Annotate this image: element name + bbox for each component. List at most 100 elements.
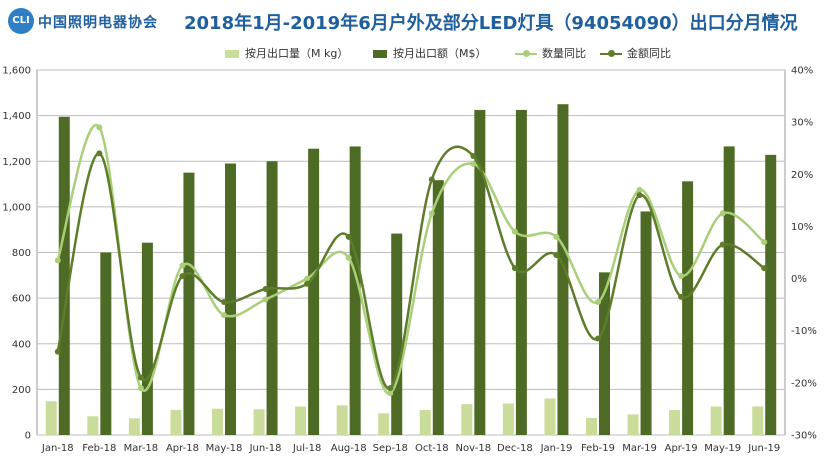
y-right-tick-label: 20% [791, 170, 813, 181]
x-tick-label: Feb-18 [82, 443, 116, 454]
x-tick-label: Dec-18 [497, 443, 533, 454]
legend-swatch-export-volume [225, 50, 239, 58]
bar-export-value [682, 181, 694, 435]
y-left-tick-label: 800 [12, 248, 31, 259]
legend-label-export-volume: 按月出口量（M kg） [245, 47, 349, 60]
point-volume-yoy [221, 312, 227, 319]
bar-export-volume [378, 413, 390, 435]
bar-export-value [183, 172, 195, 435]
bar-export-value [266, 161, 278, 435]
point-value-yoy [470, 153, 477, 160]
y-right-tick-label: -30% [791, 431, 817, 442]
point-value-yoy [387, 385, 394, 392]
point-value-yoy [54, 348, 61, 355]
point-volume-yoy [761, 239, 768, 246]
legend-marker-value-yoy [608, 50, 615, 57]
chart-axes: 0 200 400 600 800 1,000 1,200 1,400 1,600 -30% -20… [2, 66, 816, 455]
bar-export-value [640, 211, 652, 435]
legend-marker-volume-yoy [523, 50, 530, 57]
legend-swatch-export-value [373, 50, 387, 58]
bar-export-value [141, 242, 153, 435]
chart-lines [54, 123, 768, 397]
x-tick-label: Oct-18 [415, 443, 449, 454]
legend-item-volume-yoy: 数量同比 [515, 47, 605, 61]
line-value-yoy [56, 145, 765, 390]
logo-mark: CLI [8, 8, 34, 34]
x-tick-label: Jan-18 [41, 443, 74, 454]
y-right-tick-label: 30% [791, 118, 813, 129]
y-left-tick-label: 1,600 [2, 66, 31, 77]
point-volume-yoy [54, 257, 61, 264]
point-volume-yoy [470, 160, 477, 167]
x-tick-label: Apr-19 [665, 443, 698, 454]
bar-export-value [308, 148, 320, 435]
point-volume-yoy [595, 299, 601, 306]
bar-export-volume [45, 401, 57, 435]
point-volume-yoy [678, 272, 685, 279]
bar-export-value [349, 146, 361, 435]
x-tick-label: Sep-18 [373, 443, 408, 454]
bar-export-volume [752, 406, 764, 435]
point-value-yoy [179, 272, 186, 279]
bar-export-value [723, 146, 735, 435]
point-value-yoy [553, 252, 560, 259]
x-tick-label: Mar-18 [124, 443, 159, 454]
point-value-yoy [719, 241, 726, 248]
bar-export-value [765, 154, 777, 436]
point-volume-yoy [262, 296, 269, 303]
bar-export-value [100, 252, 112, 435]
bar-export-volume [586, 417, 597, 435]
y-left-tick-label: 0 [25, 431, 31, 442]
x-tick-label: Jan-19 [540, 443, 573, 454]
legend-label-export-value: 按月出口额（M$） [393, 47, 487, 60]
bar-export-value [599, 272, 610, 435]
bar-export-volume [544, 398, 556, 435]
bar-export-value [58, 116, 70, 435]
point-value-yoy [221, 299, 227, 306]
bar-export-volume [87, 416, 99, 435]
y-right-tick-label: -20% [791, 378, 817, 389]
legend-label-value-yoy: 金额同比 [627, 47, 671, 60]
point-value-yoy [761, 265, 768, 272]
bar-export-volume [627, 414, 639, 435]
y-left-tick-label: 1,000 [2, 202, 31, 213]
chart-bars [45, 104, 777, 436]
x-tick-label: Mar-19 [622, 443, 657, 454]
chart-title: 2018年1月-2019年6月户外及部分LED灯具（94054090）出口分月情… [184, 13, 798, 34]
x-tick-label: Apr-18 [166, 443, 199, 454]
point-value-yoy [304, 280, 311, 287]
y-right-tick-label: 10% [791, 222, 813, 233]
x-tick-label: Feb-19 [581, 443, 615, 454]
point-volume-yoy [96, 124, 103, 131]
point-volume-yoy [428, 210, 435, 217]
point-value-yoy [428, 176, 435, 183]
x-tick-label: Jun-19 [747, 443, 780, 454]
association-logo: CLI 中国照明电器协会 [8, 6, 178, 38]
point-volume-yoy [137, 385, 144, 392]
bar-export-volume [336, 405, 348, 435]
point-value-yoy [678, 293, 685, 300]
point-volume-yoy [304, 275, 311, 282]
line-volume-yoy [56, 123, 766, 395]
y-right-tick-label: -10% [791, 326, 817, 337]
point-volume-yoy [387, 390, 394, 397]
chart-header: CLI 中国照明电器协会 2018年1月-2019年6月户外及部分LED灯具（9… [0, 0, 828, 44]
y-right-tick-label: 40% [791, 66, 813, 77]
legend-item-export-value: 按月出口额（M$） [373, 47, 523, 61]
y-left-tick-label: 200 [12, 385, 31, 396]
point-volume-yoy [511, 228, 518, 235]
point-volume-yoy [636, 186, 643, 193]
bar-export-volume [710, 406, 722, 435]
bar-export-volume [502, 403, 514, 435]
bar-export-volume [419, 409, 431, 435]
legend-item-export-volume: 按月出口量（M kg） [225, 47, 375, 61]
y-right-tick-label: 0% [791, 274, 807, 285]
x-tick-label: Nov-18 [456, 443, 492, 454]
point-value-yoy [137, 374, 144, 381]
point-volume-yoy [719, 210, 726, 217]
bar-export-value [557, 104, 569, 435]
point-volume-yoy [553, 233, 560, 240]
point-value-yoy [262, 286, 269, 292]
bar-export-value [432, 180, 444, 435]
